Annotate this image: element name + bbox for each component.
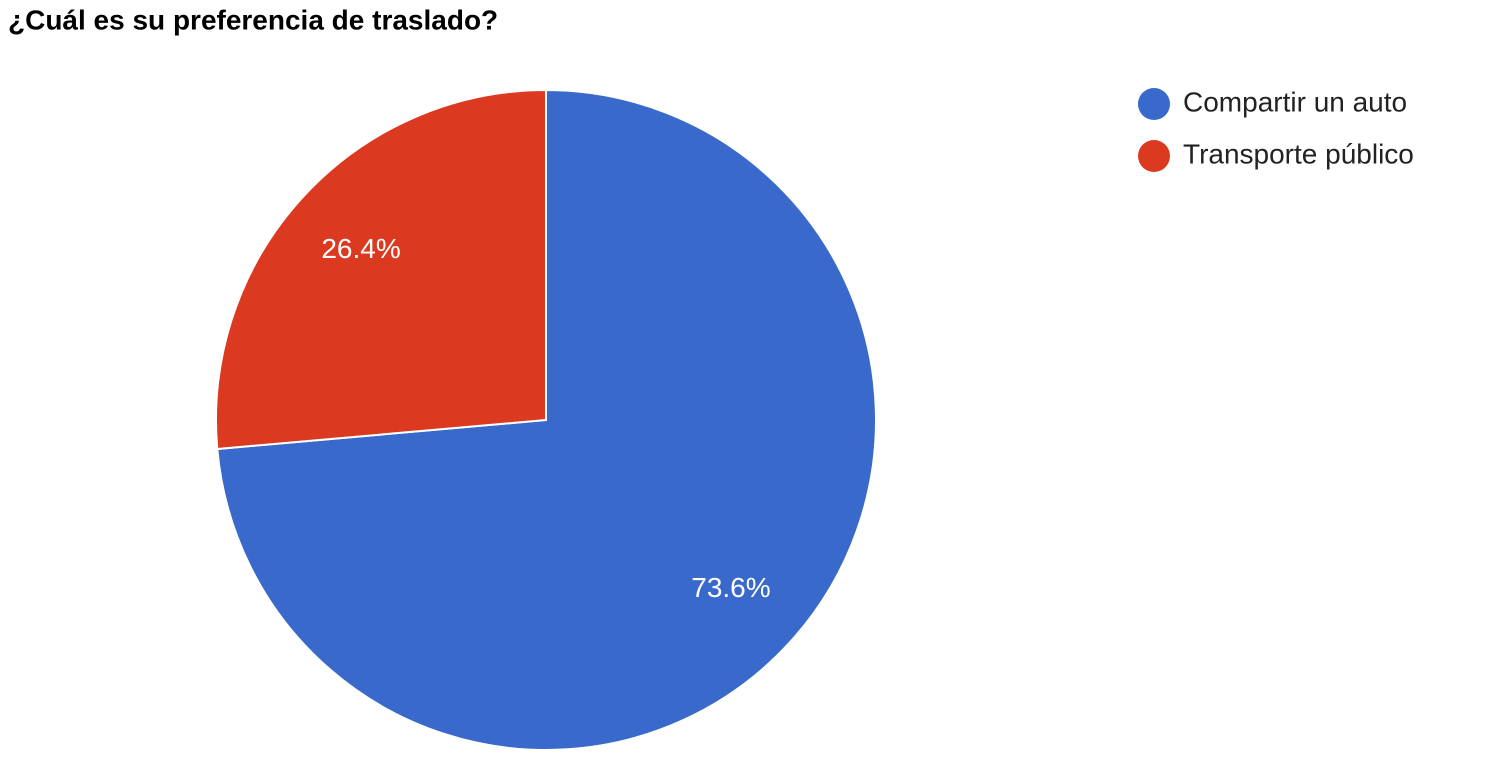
data-label: 26.4%: [321, 233, 400, 264]
pie-slice: [215, 88, 547, 451]
chart-title: ¿Cuál es su preferencia de traslado?: [8, 4, 498, 35]
legend-marker: [1138, 88, 1170, 120]
data-label: 73.6%: [691, 572, 770, 603]
legend-label: Transporte público: [1183, 138, 1414, 169]
legend-label: Compartir un auto: [1183, 86, 1407, 117]
legend-marker: [1138, 140, 1170, 172]
